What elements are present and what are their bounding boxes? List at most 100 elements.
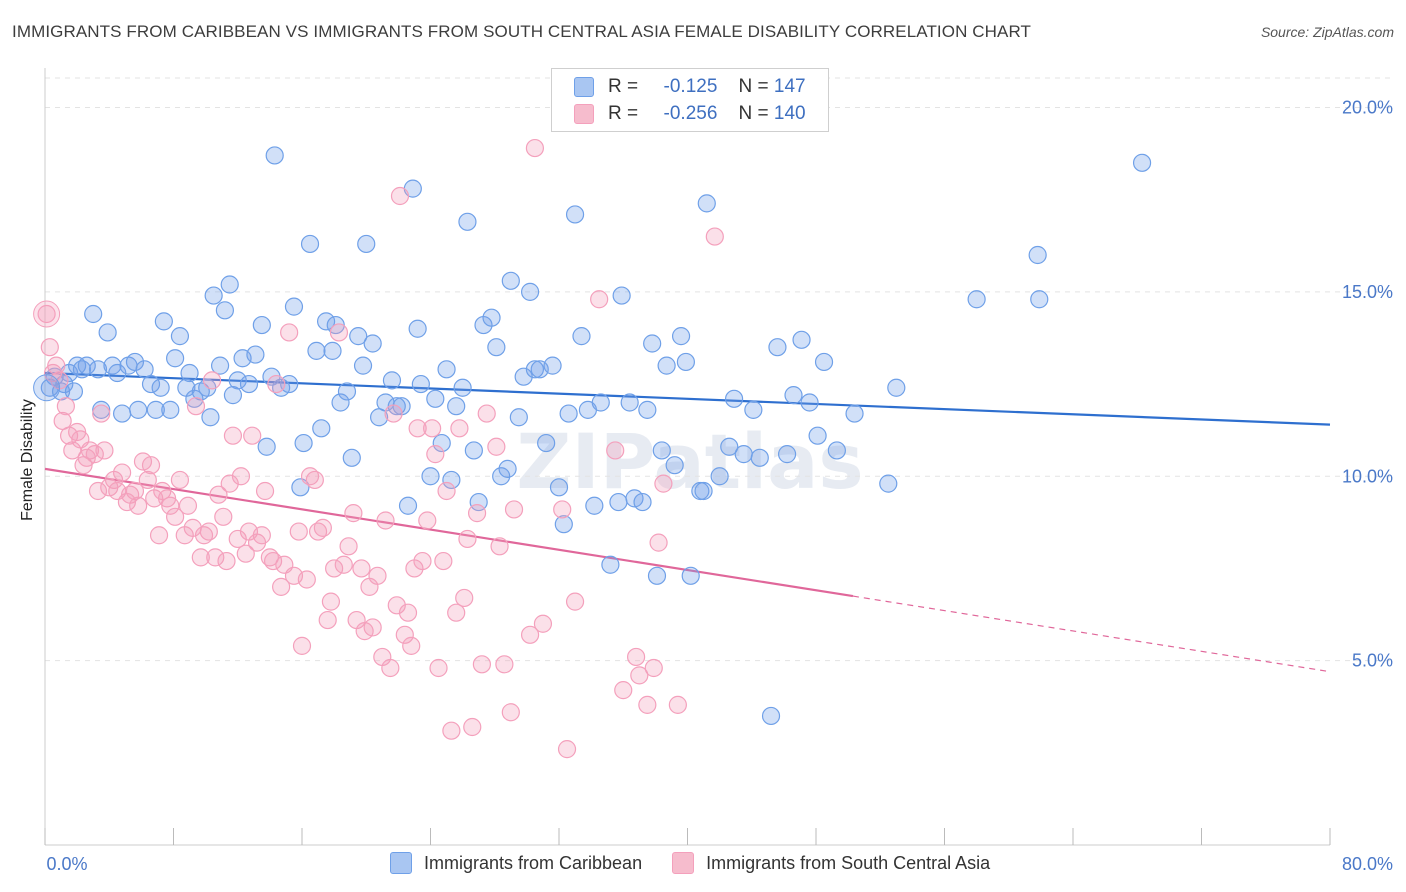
data-point	[228, 529, 247, 549]
data-point	[272, 577, 291, 596]
data-point	[363, 334, 382, 353]
data-point	[463, 717, 482, 737]
legend-r-value: -0.256	[663, 103, 718, 124]
data-point	[402, 636, 421, 655]
data-point	[206, 548, 225, 567]
data-point	[297, 570, 316, 589]
data-point	[151, 378, 170, 397]
data-point	[442, 470, 461, 490]
data-point	[437, 481, 456, 501]
data-point	[537, 433, 556, 453]
data-point	[408, 319, 427, 338]
data-point	[368, 566, 387, 585]
y-axis-label: Female Disability	[19, 399, 36, 521]
correlation-legend: R = -0.125 N = 147 R = -0.256 N = 140	[551, 68, 829, 132]
data-point	[257, 437, 276, 456]
data-point	[720, 437, 739, 456]
data-point	[307, 341, 326, 360]
data-point	[331, 393, 350, 412]
data-point	[705, 227, 724, 246]
data-point	[185, 389, 204, 408]
data-point	[565, 205, 585, 224]
data-point	[398, 603, 418, 622]
data-point	[492, 467, 511, 486]
data-point	[472, 655, 491, 674]
series-swatch-caribbean	[390, 852, 412, 874]
data-point	[390, 186, 410, 206]
data-point	[777, 445, 797, 464]
data-point	[300, 234, 320, 254]
data-point	[421, 467, 440, 486]
data-point	[638, 695, 657, 714]
data-point	[47, 356, 66, 375]
data-point	[178, 496, 198, 515]
series-legend-south-central-asia: Immigrants from South Central Asia	[672, 852, 990, 874]
data-point	[455, 588, 474, 608]
data-point	[450, 419, 469, 438]
data-point	[280, 374, 299, 394]
data-point	[337, 382, 357, 401]
series-legend: Immigrants from Caribbean Immigrants fro…	[390, 852, 1020, 874]
data-point	[633, 492, 652, 512]
data-point	[387, 596, 406, 615]
data-point	[464, 441, 483, 460]
data-point	[426, 389, 445, 408]
series-legend-caribbean: Immigrants from Caribbean	[390, 852, 642, 874]
data-point	[626, 647, 646, 667]
data-point	[125, 352, 145, 372]
series-label-south-central-asia: Immigrants from South Central Asia	[706, 852, 991, 873]
data-point	[482, 308, 501, 327]
data-point	[166, 507, 185, 526]
data-point	[263, 551, 283, 571]
data-point	[280, 323, 299, 342]
data-point	[363, 618, 382, 637]
chart-source: Source: ZipAtlas.com	[1260, 24, 1394, 40]
data-point	[572, 327, 591, 346]
data-point	[40, 378, 59, 397]
legend-swatch-south-central-asia	[574, 104, 594, 124]
data-point	[609, 492, 628, 512]
data-point	[141, 456, 161, 475]
data-point	[447, 397, 466, 416]
data-point	[329, 323, 349, 342]
data-point	[170, 327, 190, 346]
data-point	[220, 474, 239, 493]
trend-line-extension-1	[852, 595, 1331, 673]
x-tick-label-max: 80.0%	[1342, 854, 1393, 874]
series-0-points	[40, 146, 1152, 726]
data-point	[95, 441, 114, 460]
x-tick-label-min: 0.0%	[46, 854, 87, 874]
data-point	[252, 526, 271, 545]
data-point	[697, 194, 716, 213]
legend-n-value: 140	[773, 103, 806, 124]
data-point	[509, 408, 528, 427]
chart-title: IMMIGRANTS FROM CARIBBEAN VS IMMIGRANTS …	[12, 22, 1032, 41]
data-point	[325, 559, 344, 578]
data-point	[495, 655, 514, 674]
data-point	[643, 334, 662, 353]
data-point	[318, 610, 337, 630]
data-point	[323, 341, 342, 360]
data-point	[458, 529, 477, 549]
data-point	[434, 551, 453, 571]
data-point	[381, 658, 400, 678]
data-point	[647, 566, 667, 585]
data-point	[553, 500, 572, 519]
data-point	[154, 312, 173, 331]
y-tick-label: 15.0%	[1342, 282, 1393, 302]
data-point	[88, 481, 108, 501]
data-point	[814, 352, 834, 372]
data-point	[33, 374, 61, 402]
data-point	[808, 426, 827, 445]
data-point	[252, 315, 271, 335]
data-point	[514, 367, 533, 386]
data-point	[77, 356, 96, 375]
data-point	[265, 146, 284, 165]
data-point	[384, 404, 403, 423]
data-point	[411, 374, 430, 394]
data-point	[549, 478, 569, 497]
data-point	[217, 551, 236, 571]
data-point	[267, 374, 286, 394]
data-point	[612, 286, 631, 305]
legend-n-value: 147	[773, 76, 806, 97]
